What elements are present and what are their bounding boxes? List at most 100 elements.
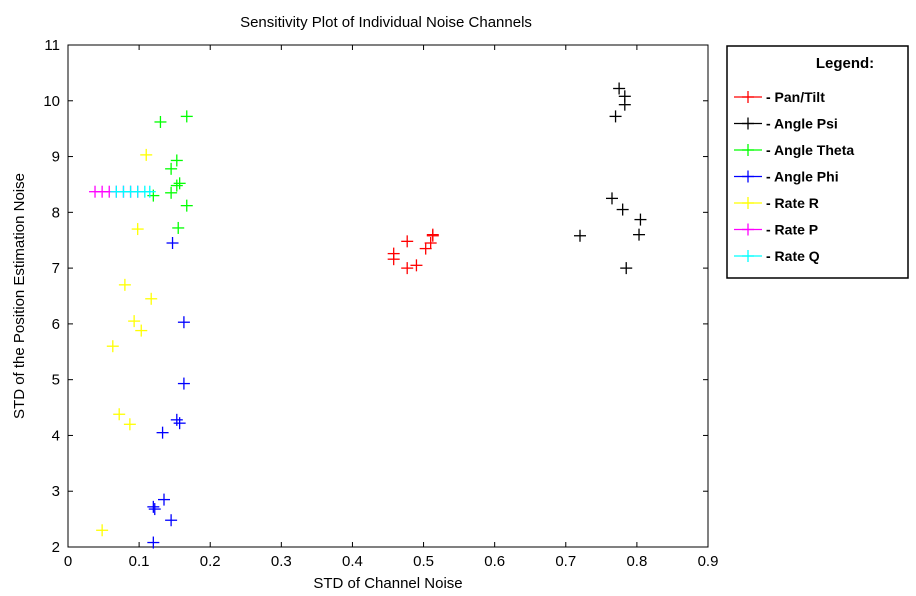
data-point [170, 413, 183, 426]
data-point [135, 324, 148, 337]
legend-label: - Rate P [766, 222, 818, 238]
data-point [156, 426, 169, 439]
data-point [170, 179, 183, 192]
legend-item: - Rate Q [734, 248, 820, 264]
legend-label: - Rate R [766, 195, 819, 211]
legend-item: - Pan/Tilt [734, 89, 825, 105]
y-tick-label: 2 [52, 539, 60, 556]
data-point [173, 417, 186, 430]
y-axis-title: STD of the Position Estimation Noise [11, 173, 28, 419]
legend-marker [742, 250, 754, 262]
data-point [143, 185, 156, 198]
x-tick-label: 0.6 [484, 553, 505, 570]
x-tick-label: 0.8 [626, 553, 647, 570]
data-point [177, 316, 190, 329]
data-point [148, 503, 161, 516]
chart-title: Sensitivity Plot of Individual Noise Cha… [240, 14, 532, 31]
legend-marker [742, 170, 754, 183]
data-point [113, 408, 126, 421]
y-tick-label: 10 [43, 93, 60, 110]
data-point [140, 148, 153, 161]
legend: Legend: - Pan/Tilt - Angle Psi - Angle The… [726, 45, 909, 279]
data-point [96, 524, 109, 537]
x-tick-label: 0.2 [200, 553, 221, 570]
y-tick-label: 4 [52, 427, 60, 444]
plot-area [67, 44, 709, 548]
data-point [118, 278, 131, 291]
x-tick-label: 0.3 [271, 553, 292, 570]
x-tick-label: 0.7 [555, 553, 576, 570]
data-point [387, 253, 400, 266]
legend-items: - Pan/Tilt - Angle Psi - Angle Theta - Angl… [734, 89, 854, 264]
data-point [165, 162, 178, 175]
legend-item: - Rate P [734, 222, 818, 238]
y-tick-label: 11 [44, 37, 60, 54]
data-point [154, 115, 167, 128]
y-tick-label: 6 [52, 316, 60, 333]
data-point [426, 229, 439, 242]
legend-box [726, 45, 909, 279]
data-point [173, 177, 186, 190]
legend-title: Legend: [816, 55, 874, 72]
legend-marker [742, 144, 754, 156]
y-tick-label: 5 [52, 372, 60, 389]
data-point [147, 500, 160, 513]
data-point [634, 213, 647, 226]
data-point [128, 315, 141, 328]
data-point [166, 237, 179, 250]
x-tick-label: 0.5 [413, 553, 434, 570]
data-point [180, 110, 193, 123]
y-tick-label: 3 [52, 483, 60, 500]
data-point [620, 262, 633, 275]
data-point [165, 514, 178, 527]
x-tick-label: 0.4 [342, 553, 363, 570]
legend-label: - Angle Theta [766, 142, 854, 158]
legend-item: - Rate R [734, 195, 819, 211]
legend-marker [742, 197, 754, 209]
data-point [401, 235, 414, 248]
data-point [574, 229, 586, 242]
legend-item: - Angle Psi [734, 116, 838, 132]
data-point [165, 186, 178, 199]
data-point [618, 98, 631, 111]
y-tick-label: 9 [52, 149, 60, 166]
legend-item: - Angle Phi [734, 169, 839, 185]
data-point [123, 418, 136, 431]
legend-marker [742, 91, 754, 103]
y-axis: 2 3 4 5 6 7 8 9 10 11 [43, 37, 708, 556]
legend-label: - Angle Psi [766, 116, 838, 132]
data-point [106, 340, 119, 353]
data-point [147, 536, 160, 549]
data-point [410, 259, 423, 272]
y-tick-label: 8 [52, 204, 60, 221]
data-point [172, 221, 185, 234]
data-point [606, 192, 618, 205]
data-point [613, 82, 626, 95]
data-point [177, 377, 190, 390]
x-tick-label: 0.1 [129, 553, 150, 570]
legend-label: - Angle Phi [766, 169, 839, 185]
x-axis: 0 0.1 0.2 0.3 0.4 0.5 0.6 0.7 0.8 0.9 [64, 45, 719, 570]
legend-label: - Pan/Tilt [766, 89, 825, 105]
data-point [145, 292, 158, 305]
data-point [609, 110, 622, 123]
data-point [616, 203, 629, 216]
legend-item: - Angle Theta [734, 142, 854, 158]
x-tick-label: 0.9 [698, 553, 719, 570]
legend-marker [742, 117, 754, 130]
legend-marker [742, 223, 754, 236]
x-axis-title: STD of Channel Noise [313, 575, 462, 592]
data-point [424, 237, 437, 250]
data-point [401, 262, 414, 275]
y-tick-label: 7 [52, 260, 60, 277]
data-point [633, 228, 646, 241]
x-tick-label: 0 [64, 553, 72, 570]
data-point [180, 199, 193, 212]
data-point [170, 154, 183, 167]
legend-label: - Rate Q [766, 248, 820, 264]
data-markers [89, 82, 647, 549]
data-point [158, 493, 170, 506]
data-point [419, 242, 432, 255]
data-point [131, 223, 144, 236]
